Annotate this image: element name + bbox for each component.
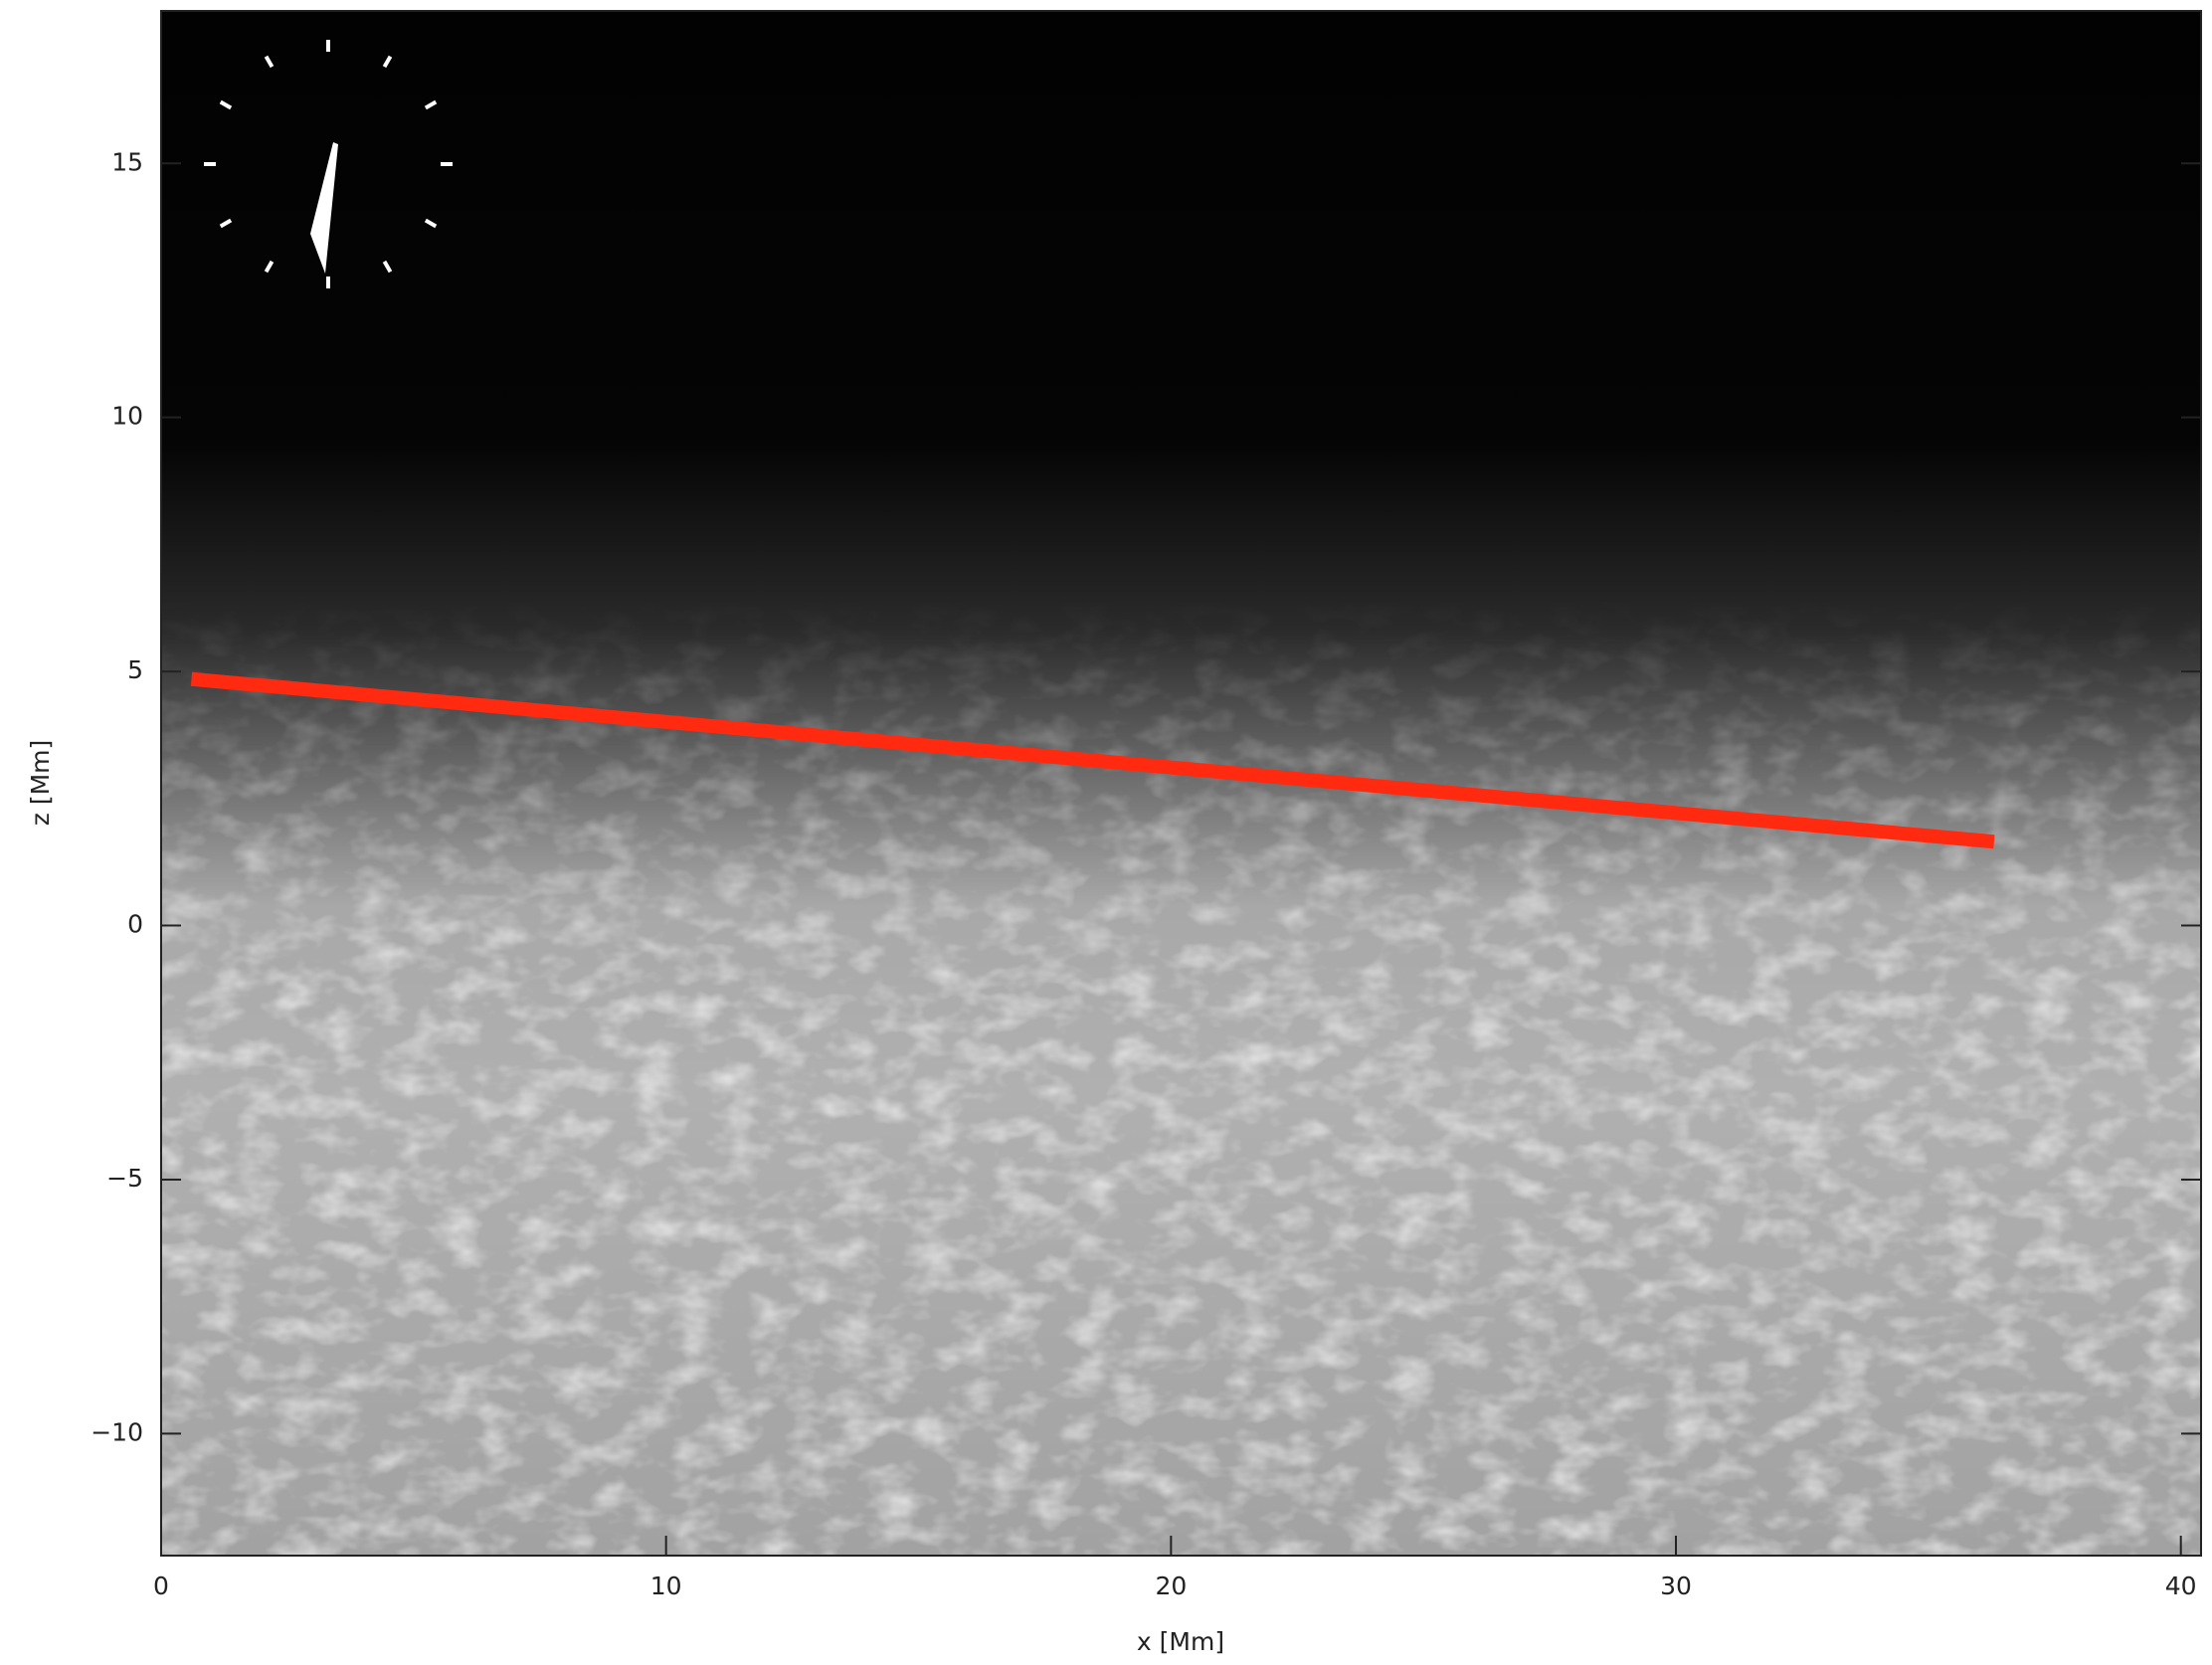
y-tick-label: −10 [91,1417,143,1446]
x-tick-label: 30 [1660,1572,1692,1600]
x-tick-label: 20 [1155,1572,1187,1600]
y-tick-label: 10 [111,402,143,431]
x-axis-label: x [Mm] [1137,1627,1224,1656]
y-tick-label: 5 [127,655,143,684]
chart: x [Mm] z [Mm] 0 10 20 30 40 −10 −5 0 5 10 15 [0,0,2212,1665]
y-tick-label: 15 [111,147,143,176]
x-tick-label: 40 [2165,1572,2197,1600]
solar-texture [161,11,2201,1556]
y-tick-label: −5 [106,1164,143,1193]
y-axis-label: z [Mm] [26,740,55,827]
x-tick-label: 10 [650,1572,682,1600]
y-tick-label: 0 [127,910,143,939]
x-tick-label: 0 [153,1572,169,1600]
